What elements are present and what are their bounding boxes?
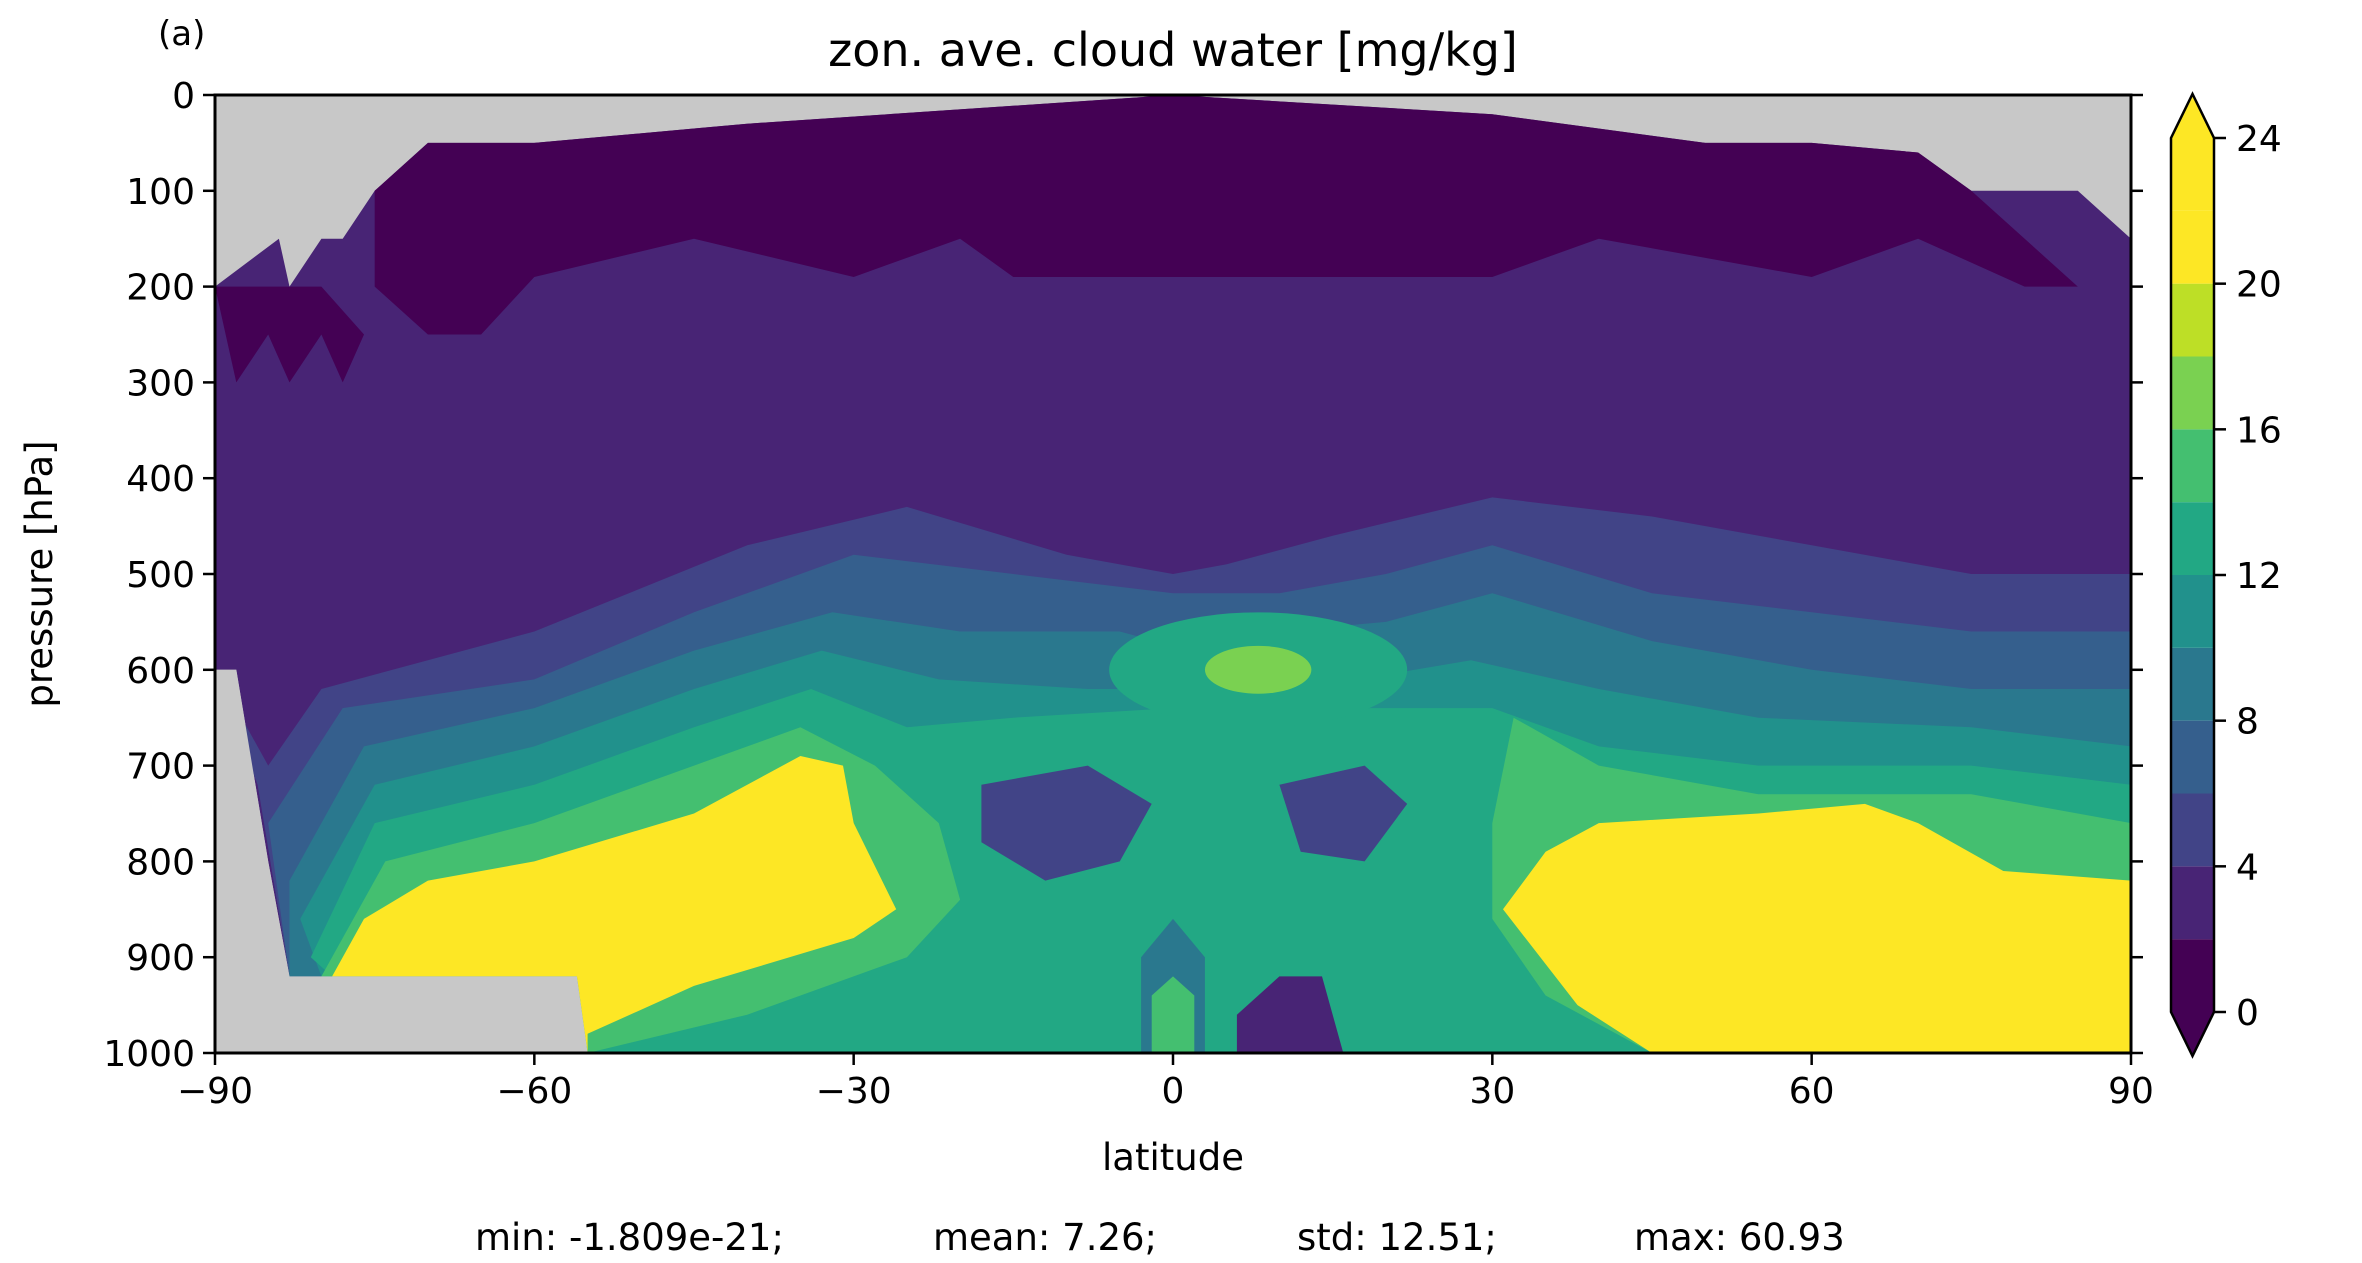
colorbar-band	[2171, 939, 2214, 1012]
stat-mean: mean: 7.26;	[933, 1216, 1157, 1259]
colorbar-band	[2171, 720, 2214, 794]
y-axis: 0 100 200 300 400 500 600 700 800 900 1000	[103, 76, 2143, 1075]
saturated-region-north	[1503, 803, 2131, 1053]
colorbar-band	[2171, 210, 2214, 284]
x-tick-label: 0	[1162, 1071, 1185, 1112]
colorbar-tick-label: 8	[2236, 702, 2259, 743]
chart-title: zon. ave. cloud water [mg/kg]	[828, 23, 1518, 77]
y-tick-label: 100	[126, 172, 195, 213]
band-0-2-pole	[215, 286, 364, 383]
colorbar: 0 4 8 12 16 20 24	[2169, 91, 2282, 1059]
colorbar-band	[2171, 647, 2214, 721]
y-axis-label: pressure [hPa]	[18, 440, 61, 707]
contour-field	[215, 95, 2131, 1053]
y-tick-label: 0	[172, 76, 195, 117]
blob-right-low	[1279, 765, 1408, 862]
colorbar-tick-label: 24	[2236, 119, 2282, 160]
colorbar-band	[2171, 502, 2214, 575]
colorbar-band	[2171, 138, 2214, 211]
x-axis-label: latitude	[1102, 1136, 1244, 1179]
stat-min: min: -1.809e-21;	[475, 1216, 784, 1259]
blob-surface-inner	[1151, 976, 1195, 1053]
colorbar-extend-bottom	[2171, 1012, 2214, 1056]
x-tick-label: −30	[816, 1071, 892, 1112]
blob-600-inner	[1204, 645, 1312, 694]
blob-surface-dry	[1236, 976, 1344, 1053]
x-axis: −90 −60 −30 0 30 60 90	[177, 1053, 2154, 1112]
stat-max: max: 60.93	[1634, 1216, 1845, 1259]
x-tick-label: −90	[177, 1071, 253, 1112]
colorbar-tick-label: 20	[2236, 265, 2282, 306]
colorbar-extend-top	[2171, 94, 2214, 138]
y-tick-label: 500	[126, 555, 195, 596]
x-tick-label: 30	[1469, 1071, 1515, 1112]
x-tick-label: −60	[496, 1071, 572, 1112]
colorbar-band	[2171, 793, 2214, 867]
plot-area	[215, 95, 2131, 1053]
missing-south-surface	[215, 669, 588, 1053]
y-tick-label: 1000	[103, 1034, 195, 1075]
colorbar-band	[2171, 866, 2214, 940]
band-0-2-upper	[374, 95, 2078, 335]
colorbar-band	[2171, 575, 2214, 648]
colorbar-tick-label: 0	[2236, 993, 2259, 1034]
colorbar-band	[2171, 283, 2214, 357]
colorbar-tick-label: 12	[2236, 556, 2282, 597]
colorbar-band	[2171, 429, 2214, 503]
y-tick-label: 700	[126, 747, 195, 788]
colorbar-band	[2171, 356, 2214, 430]
saturated-region-south	[332, 756, 897, 1053]
y-tick-label: 800	[126, 842, 195, 883]
y-tick-label: 400	[126, 459, 195, 500]
y-tick-label: 300	[126, 363, 195, 404]
y-tick-label: 600	[126, 651, 195, 692]
blob-left-low	[981, 765, 1152, 881]
stat-std: std: 12.51;	[1297, 1216, 1497, 1259]
panel-label: (a)	[158, 14, 205, 54]
y-tick-label: 900	[126, 938, 195, 979]
x-tick-label: 90	[2108, 1071, 2154, 1112]
colorbar-tick-label: 4	[2236, 847, 2259, 888]
stats-line: min: -1.809e-21; mean: 7.26; std: 12.51;…	[475, 1216, 1845, 1259]
colorbar-tick-label: 16	[2236, 410, 2282, 451]
y-tick-label: 200	[126, 268, 195, 309]
x-tick-label: 60	[1789, 1071, 1835, 1112]
